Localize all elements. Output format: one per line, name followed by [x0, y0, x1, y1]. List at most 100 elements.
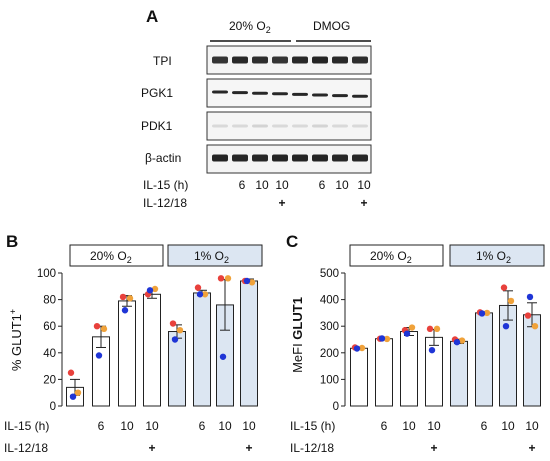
il15-value: 6	[381, 419, 388, 433]
beta-actin-band	[332, 154, 348, 162]
pgk1-band	[352, 94, 368, 98]
beta-actin-band	[252, 154, 268, 162]
y-tick-label: 0	[333, 401, 339, 413]
y-tick-label: 100	[37, 268, 56, 280]
beta-actin-band	[352, 154, 368, 162]
data-point-blue	[428, 346, 436, 354]
beta-actin-band	[272, 154, 288, 162]
pdk1-band	[272, 124, 288, 128]
y-tick-label: 20	[43, 374, 56, 386]
panel-b-normoxia-box: 20% O2	[69, 244, 164, 267]
y-tick-label: 60	[43, 321, 56, 333]
data-point-blue	[121, 307, 129, 314]
data-point-red	[194, 284, 202, 291]
data-point-red	[169, 320, 177, 327]
panel-b-treatment-grid: 6 10 10 6 10 10 + +	[98, 419, 256, 455]
panel-b-y-axis-label: % GLUT1+	[8, 309, 24, 371]
bar	[240, 280, 258, 407]
pgk1-band	[272, 92, 288, 96]
il1218-value: +	[278, 196, 285, 210]
pdk1-band	[332, 124, 348, 128]
bar	[400, 331, 418, 407]
beta-actin-band	[232, 154, 248, 162]
blot-tpi	[206, 45, 372, 75]
blot-label-beta-actin: β-actin	[145, 151, 181, 165]
pgk1-band	[252, 91, 268, 95]
data-point-blue	[353, 345, 361, 352]
il15-value: 10	[427, 419, 441, 433]
panel-c-il15-label: IL-15 (h)	[290, 419, 335, 433]
data-point-red	[93, 323, 101, 330]
data-point-red	[500, 284, 508, 291]
bar	[450, 340, 468, 407]
bar	[523, 314, 541, 407]
il15-value: 6	[239, 178, 246, 192]
blot-beta-actin	[206, 144, 372, 174]
bar	[193, 292, 211, 407]
bar	[143, 293, 161, 407]
il1218-value: +	[528, 441, 535, 455]
pdk1-band	[312, 124, 328, 128]
y-tick-label: 100	[320, 374, 339, 386]
panel-c-treatment-grid: 6 10 10 6 10 10 + +	[381, 419, 539, 455]
bar	[168, 331, 186, 407]
tpi-band	[232, 56, 248, 64]
beta-actin-band	[312, 154, 328, 162]
pgk1-band	[332, 94, 348, 98]
panel-a-il1218-label: IL-12/18	[143, 196, 187, 210]
panel-c-hypoxia-box: 1% O2	[449, 244, 545, 267]
data-point-orange	[176, 326, 184, 334]
il15-value: 6	[319, 178, 326, 192]
data-point-red	[217, 275, 225, 282]
data-point-orange	[507, 297, 515, 305]
il15-value: 6	[98, 419, 105, 433]
il15-value: 10	[242, 419, 256, 433]
data-point-orange	[531, 323, 539, 330]
data-point-red	[67, 369, 75, 376]
panel-c-chart: 0 100 200 300 400 500	[320, 268, 541, 413]
panel-a-treatment-grid: 6 10 10 6 10 10 + +	[239, 178, 371, 210]
data-point-orange	[100, 325, 108, 333]
blot-label-pdk1: PDK1	[141, 119, 173, 133]
tpi-band	[312, 56, 328, 64]
y-tick-label: 200	[320, 348, 339, 360]
data-point-orange	[74, 389, 82, 396]
y-tick-label: 40	[43, 348, 56, 360]
panel-b-letter: B	[6, 232, 18, 251]
y-tick-label: 500	[320, 268, 339, 280]
data-point-red	[426, 325, 434, 333]
data-point-blue	[453, 338, 461, 346]
bar	[118, 300, 136, 407]
blot-label-pgk1: PGK1	[141, 86, 173, 100]
svg-text:20% O2: 20% O2	[90, 249, 132, 265]
data-point-blue	[403, 330, 411, 337]
data-point-orange	[433, 325, 441, 333]
panel-b-hypoxia-box: 1% O2	[167, 244, 263, 267]
panel-b-chart: 0 20 40 60 80 100	[37, 268, 258, 413]
y-tick-label: 400	[320, 295, 339, 307]
blot-label-tpi: TPI	[153, 54, 172, 68]
panel-c-normoxia-box: 20% O2	[349, 244, 444, 267]
data-point-blue	[196, 291, 204, 298]
data-point-blue	[95, 352, 103, 359]
tpi-band	[292, 56, 308, 64]
pgk1-band	[212, 90, 228, 94]
y-tick-label: 80	[43, 295, 56, 307]
il15-value: 10	[402, 419, 416, 433]
beta-actin-band	[212, 154, 228, 162]
panel-c-il1218-label: IL-12/18	[290, 441, 334, 455]
data-point-blue	[526, 293, 534, 301]
pgk1-band	[312, 93, 328, 97]
tpi-band	[212, 56, 228, 64]
data-point-orange	[248, 279, 256, 286]
il15-value: 6	[199, 419, 206, 433]
data-point-orange	[483, 309, 491, 317]
panel-a-dmog-label: DMOG	[313, 19, 350, 33]
il15-value: 10	[525, 419, 539, 433]
il15-value: 10	[335, 178, 349, 192]
il1218-value: +	[360, 196, 367, 210]
data-point-orange	[126, 295, 134, 302]
tpi-band	[332, 56, 348, 64]
data-point-blue	[171, 336, 179, 343]
